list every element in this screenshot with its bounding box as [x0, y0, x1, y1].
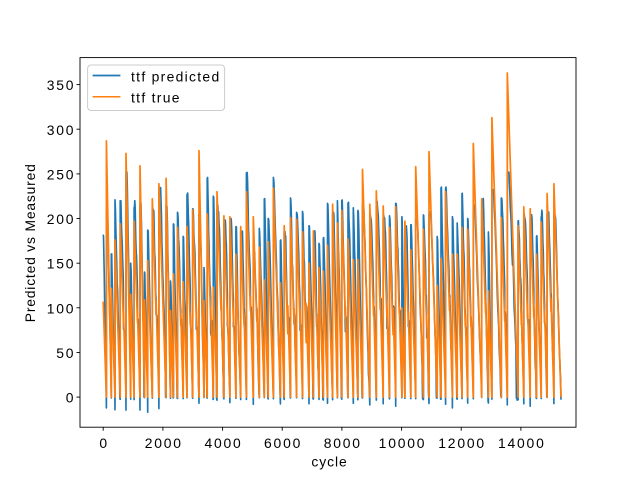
svg-text:250: 250: [47, 166, 76, 182]
svg-text:300: 300: [47, 122, 76, 138]
svg-text:350: 350: [47, 77, 76, 93]
svg-text:ttf true: ttf true: [131, 90, 181, 106]
svg-text:Predicted vs Measured: Predicted vs Measured: [22, 163, 38, 322]
svg-text:150: 150: [47, 256, 76, 272]
svg-text:ttf predicted: ttf predicted: [131, 68, 220, 84]
svg-text:6000: 6000: [264, 435, 302, 451]
svg-text:100: 100: [47, 300, 76, 316]
svg-text:200: 200: [47, 211, 76, 227]
svg-text:8000: 8000: [324, 435, 362, 451]
svg-text:2000: 2000: [145, 435, 183, 451]
svg-text:4000: 4000: [204, 435, 242, 451]
svg-text:10000: 10000: [379, 435, 427, 451]
svg-text:14000: 14000: [498, 435, 546, 451]
svg-text:50: 50: [56, 345, 75, 361]
svg-text:0: 0: [66, 390, 76, 406]
svg-text:cycle: cycle: [311, 454, 347, 470]
svg-text:12000: 12000: [438, 435, 486, 451]
svg-text:0: 0: [99, 435, 109, 451]
